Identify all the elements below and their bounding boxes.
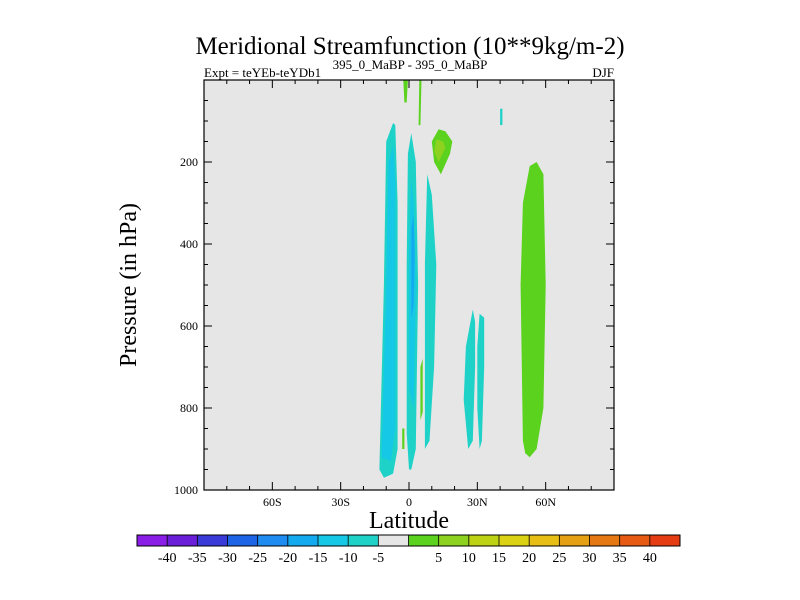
colorbar-label: -25 (248, 551, 267, 566)
colorbar-swatch (257, 535, 289, 546)
contour-region-5 (424, 174, 437, 450)
colorbar-label: -20 (278, 551, 297, 566)
colorbar-label: -15 (309, 551, 328, 566)
colorbar-swatch (499, 535, 530, 546)
colorbar-label: 30 (583, 551, 597, 566)
contour-region-4 (411, 215, 415, 318)
contour-region-11 (403, 80, 408, 103)
colorbar-label: 35 (613, 551, 627, 566)
colorbar-swatch (559, 535, 590, 546)
x-tick-label: 60N (535, 495, 556, 509)
colorbar-label: 15 (492, 551, 506, 566)
colorbar-frame (136, 534, 681, 547)
colorbar-swatch (619, 535, 651, 546)
colorbar-swatch (227, 535, 258, 546)
colorbar-swatch (348, 535, 379, 546)
season-label: DJF (592, 65, 614, 80)
colorbar-swatch (589, 535, 620, 546)
colorbar-swatch (529, 535, 560, 546)
colorbar-swatch (378, 535, 409, 546)
contour-regions (379, 80, 546, 478)
colorbar-label: 20 (522, 551, 536, 566)
contour-region-13 (420, 358, 423, 421)
colorbar-swatch (167, 535, 198, 546)
x-tick-label: 30N (467, 495, 488, 509)
contour-region-6 (463, 309, 476, 449)
contour-region-8 (520, 162, 546, 458)
colorbar-swatch (438, 535, 470, 546)
colorbar: -40 -35 -30 -25 -20 -15 -10 -5 5 10 15 20 25 30 35 40 (136, 534, 681, 566)
colorbar-swatch (137, 535, 168, 546)
colorbar-label: -35 (188, 551, 207, 566)
colorbar-label: -40 (158, 551, 177, 566)
y-axis-title: Pressure (in hPa) (116, 203, 142, 367)
colorbar-swatch (408, 535, 439, 546)
y-tick-label: 1000 (174, 483, 198, 497)
x-axis-title: Latitude (369, 508, 449, 534)
colorbar-label: -30 (218, 551, 237, 566)
colorbar-swatch (318, 535, 349, 546)
y-tick-label: 800 (180, 401, 198, 415)
contour-region-1 (381, 145, 396, 462)
colorbar-swatch (468, 535, 500, 546)
contour-region-7 (477, 313, 485, 449)
contour-region-10 (434, 139, 446, 162)
experiment-label: Expt = teYEb-teYDb1 (204, 65, 321, 80)
y-tick-label: 400 (180, 237, 198, 251)
axis-ticks: 60S 30S 0 30N 60N 200 400 600 800 1000 (174, 80, 614, 509)
x-tick-label: 0 (406, 495, 412, 509)
y-tick-label: 200 (180, 155, 198, 169)
contour-region-14 (402, 428, 405, 449)
colorbar-label: 25 (552, 551, 566, 566)
colorbar-swatch (287, 535, 319, 546)
colorbar-label: -10 (339, 551, 358, 566)
chart-title: Meridional Streamfunction (10**9kg/m-2) (195, 33, 624, 60)
colorbar-label: 40 (643, 551, 657, 566)
colorbar-label: 5 (435, 551, 442, 566)
contour-region-15 (500, 108, 503, 126)
colorbar-swatch (649, 535, 681, 546)
colorbar-label: -5 (372, 551, 384, 566)
period-label: 395_0_MaBP - 395_0_MaBP (333, 57, 488, 72)
colorbar-label: 10 (462, 551, 476, 566)
x-tick-label: 30S (331, 495, 350, 509)
contour-region-12 (418, 80, 422, 126)
y-tick-label: 600 (180, 319, 198, 333)
x-tick-label: 60S (263, 495, 282, 509)
colorbar-swatch (197, 535, 228, 546)
